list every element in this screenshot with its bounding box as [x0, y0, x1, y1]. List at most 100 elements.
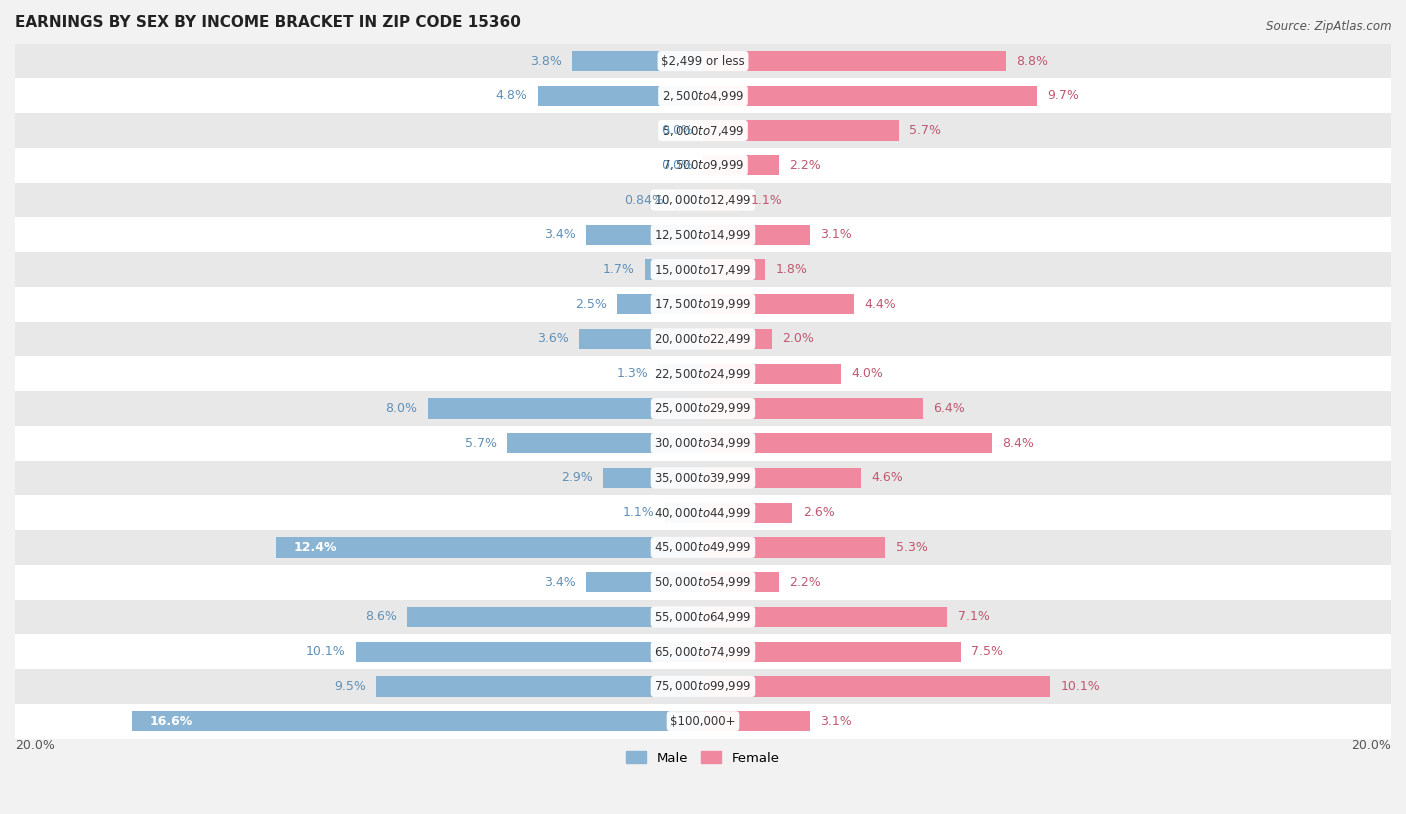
Text: 10.1%: 10.1% [1060, 680, 1101, 693]
Bar [538, 85, 703, 106]
Bar [408, 607, 703, 627]
Bar [132, 711, 703, 731]
Bar [703, 329, 772, 349]
Bar [673, 190, 703, 210]
Text: 2.5%: 2.5% [575, 298, 606, 311]
Bar [15, 391, 1391, 426]
Bar [15, 287, 1391, 322]
Text: 5.3%: 5.3% [896, 541, 928, 554]
Bar [703, 433, 993, 453]
Bar [617, 294, 703, 314]
Bar [703, 676, 1050, 697]
Bar [15, 565, 1391, 600]
Text: 3.4%: 3.4% [544, 228, 575, 241]
Text: $2,499 or less: $2,499 or less [661, 55, 745, 68]
Text: $22,500 to $24,999: $22,500 to $24,999 [654, 367, 752, 381]
Text: 10.1%: 10.1% [305, 646, 346, 659]
Bar [703, 225, 810, 245]
Text: 5.7%: 5.7% [464, 437, 496, 449]
Text: $55,000 to $64,999: $55,000 to $64,999 [654, 610, 752, 624]
Text: 2.9%: 2.9% [561, 471, 593, 484]
Text: 0.0%: 0.0% [661, 159, 693, 172]
Text: 1.3%: 1.3% [616, 367, 648, 380]
Bar [579, 329, 703, 349]
Bar [703, 468, 862, 488]
Text: $5,000 to $7,499: $5,000 to $7,499 [662, 124, 744, 138]
Text: $50,000 to $54,999: $50,000 to $54,999 [654, 575, 752, 589]
Bar [15, 704, 1391, 738]
Text: 8.4%: 8.4% [1002, 437, 1035, 449]
Bar [508, 433, 703, 453]
Bar [703, 155, 779, 175]
Bar [703, 711, 810, 731]
Text: 16.6%: 16.6% [149, 715, 193, 728]
Text: 3.8%: 3.8% [530, 55, 562, 68]
Text: 0.0%: 0.0% [661, 124, 693, 137]
Bar [658, 364, 703, 384]
Bar [15, 44, 1391, 78]
Bar [703, 572, 779, 593]
Text: 20.0%: 20.0% [15, 739, 55, 752]
Bar [703, 51, 1005, 71]
Text: $25,000 to $29,999: $25,000 to $29,999 [654, 401, 752, 415]
Text: 2.0%: 2.0% [782, 332, 814, 345]
Text: $7,500 to $9,999: $7,500 to $9,999 [662, 158, 744, 173]
Bar [356, 641, 703, 662]
Text: 7.5%: 7.5% [972, 646, 1004, 659]
Text: $17,500 to $19,999: $17,500 to $19,999 [654, 297, 752, 311]
Text: $10,000 to $12,499: $10,000 to $12,499 [654, 193, 752, 207]
Text: 2.6%: 2.6% [803, 506, 835, 519]
Bar [15, 426, 1391, 461]
Text: 8.0%: 8.0% [385, 402, 418, 415]
Bar [15, 182, 1391, 217]
Text: $15,000 to $17,499: $15,000 to $17,499 [654, 262, 752, 277]
Bar [15, 252, 1391, 287]
Text: 1.7%: 1.7% [602, 263, 634, 276]
Text: $100,000+: $100,000+ [671, 715, 735, 728]
Bar [427, 398, 703, 418]
Text: $35,000 to $39,999: $35,000 to $39,999 [654, 471, 752, 485]
Bar [15, 634, 1391, 669]
Bar [703, 120, 898, 141]
Bar [703, 294, 855, 314]
Legend: Male, Female: Male, Female [621, 746, 785, 770]
Text: $45,000 to $49,999: $45,000 to $49,999 [654, 540, 752, 554]
Bar [586, 225, 703, 245]
Bar [15, 113, 1391, 148]
Bar [15, 357, 1391, 391]
Text: 3.6%: 3.6% [537, 332, 569, 345]
Text: 2.2%: 2.2% [789, 575, 821, 589]
Text: 4.8%: 4.8% [496, 90, 527, 103]
Bar [703, 503, 793, 523]
Bar [15, 148, 1391, 182]
Text: 1.1%: 1.1% [623, 506, 655, 519]
Bar [703, 641, 960, 662]
Text: $40,000 to $44,999: $40,000 to $44,999 [654, 505, 752, 519]
Text: 20.0%: 20.0% [1351, 739, 1391, 752]
Text: 1.8%: 1.8% [775, 263, 807, 276]
Bar [603, 468, 703, 488]
Text: $65,000 to $74,999: $65,000 to $74,999 [654, 645, 752, 659]
Text: 3.1%: 3.1% [820, 228, 852, 241]
Bar [703, 537, 886, 558]
Text: 7.1%: 7.1% [957, 610, 990, 624]
Bar [15, 669, 1391, 704]
Bar [15, 217, 1391, 252]
Bar [665, 503, 703, 523]
Text: 9.5%: 9.5% [335, 680, 366, 693]
Text: $2,500 to $4,999: $2,500 to $4,999 [662, 89, 744, 103]
Text: 8.8%: 8.8% [1017, 55, 1047, 68]
Text: 1.1%: 1.1% [751, 194, 783, 207]
Bar [703, 260, 765, 279]
Text: 4.4%: 4.4% [865, 298, 897, 311]
Text: Source: ZipAtlas.com: Source: ZipAtlas.com [1267, 20, 1392, 33]
Bar [703, 364, 841, 384]
Text: 4.0%: 4.0% [851, 367, 883, 380]
Text: $30,000 to $34,999: $30,000 to $34,999 [654, 436, 752, 450]
Text: 0.84%: 0.84% [624, 194, 664, 207]
Bar [15, 530, 1391, 565]
Text: EARNINGS BY SEX BY INCOME BRACKET IN ZIP CODE 15360: EARNINGS BY SEX BY INCOME BRACKET IN ZIP… [15, 15, 520, 30]
Bar [15, 322, 1391, 357]
Text: 5.7%: 5.7% [910, 124, 942, 137]
Bar [703, 85, 1036, 106]
